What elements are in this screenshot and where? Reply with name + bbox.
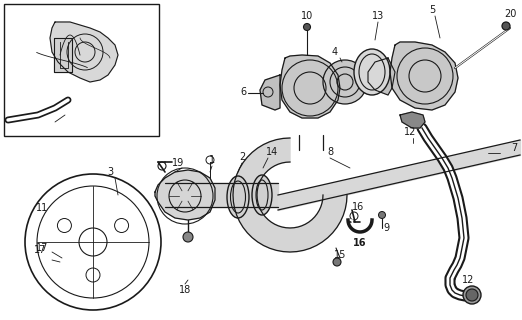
Circle shape [323,60,367,104]
Polygon shape [400,112,425,128]
Polygon shape [390,42,458,110]
Text: 17: 17 [36,243,48,253]
Circle shape [303,23,311,30]
Bar [4,4,159,136]
Ellipse shape [227,176,249,218]
Polygon shape [260,75,280,110]
Text: 7: 7 [511,143,517,153]
Text: 1: 1 [209,155,215,165]
Text: 12: 12 [404,127,416,137]
Polygon shape [155,170,215,220]
Text: 8: 8 [327,147,333,157]
Polygon shape [54,38,72,72]
Circle shape [183,232,193,242]
Text: 3: 3 [107,167,113,177]
Text: 4: 4 [332,47,338,57]
Polygon shape [233,138,347,252]
Text: 11: 11 [36,203,48,213]
Ellipse shape [354,49,390,95]
Polygon shape [368,58,395,95]
Text: 17: 17 [34,245,46,255]
Text: 16: 16 [352,202,364,212]
Circle shape [502,22,510,30]
Text: 12: 12 [462,275,474,285]
Text: 13: 13 [372,11,384,21]
Text: 5: 5 [429,5,435,15]
Text: 18: 18 [179,285,191,295]
Polygon shape [50,22,118,82]
Text: 14: 14 [266,147,278,157]
Ellipse shape [252,175,272,215]
Text: 9: 9 [383,223,389,233]
Circle shape [466,289,478,301]
Text: 15: 15 [334,250,346,260]
Circle shape [378,212,386,219]
Polygon shape [280,55,340,118]
Text: 16: 16 [353,238,367,248]
Text: 20: 20 [504,9,516,19]
Text: 19: 19 [172,158,184,168]
Text: 6: 6 [240,87,246,97]
Text: 10: 10 [301,11,313,21]
Text: 2: 2 [239,152,245,162]
Circle shape [463,286,481,304]
Circle shape [333,258,341,266]
